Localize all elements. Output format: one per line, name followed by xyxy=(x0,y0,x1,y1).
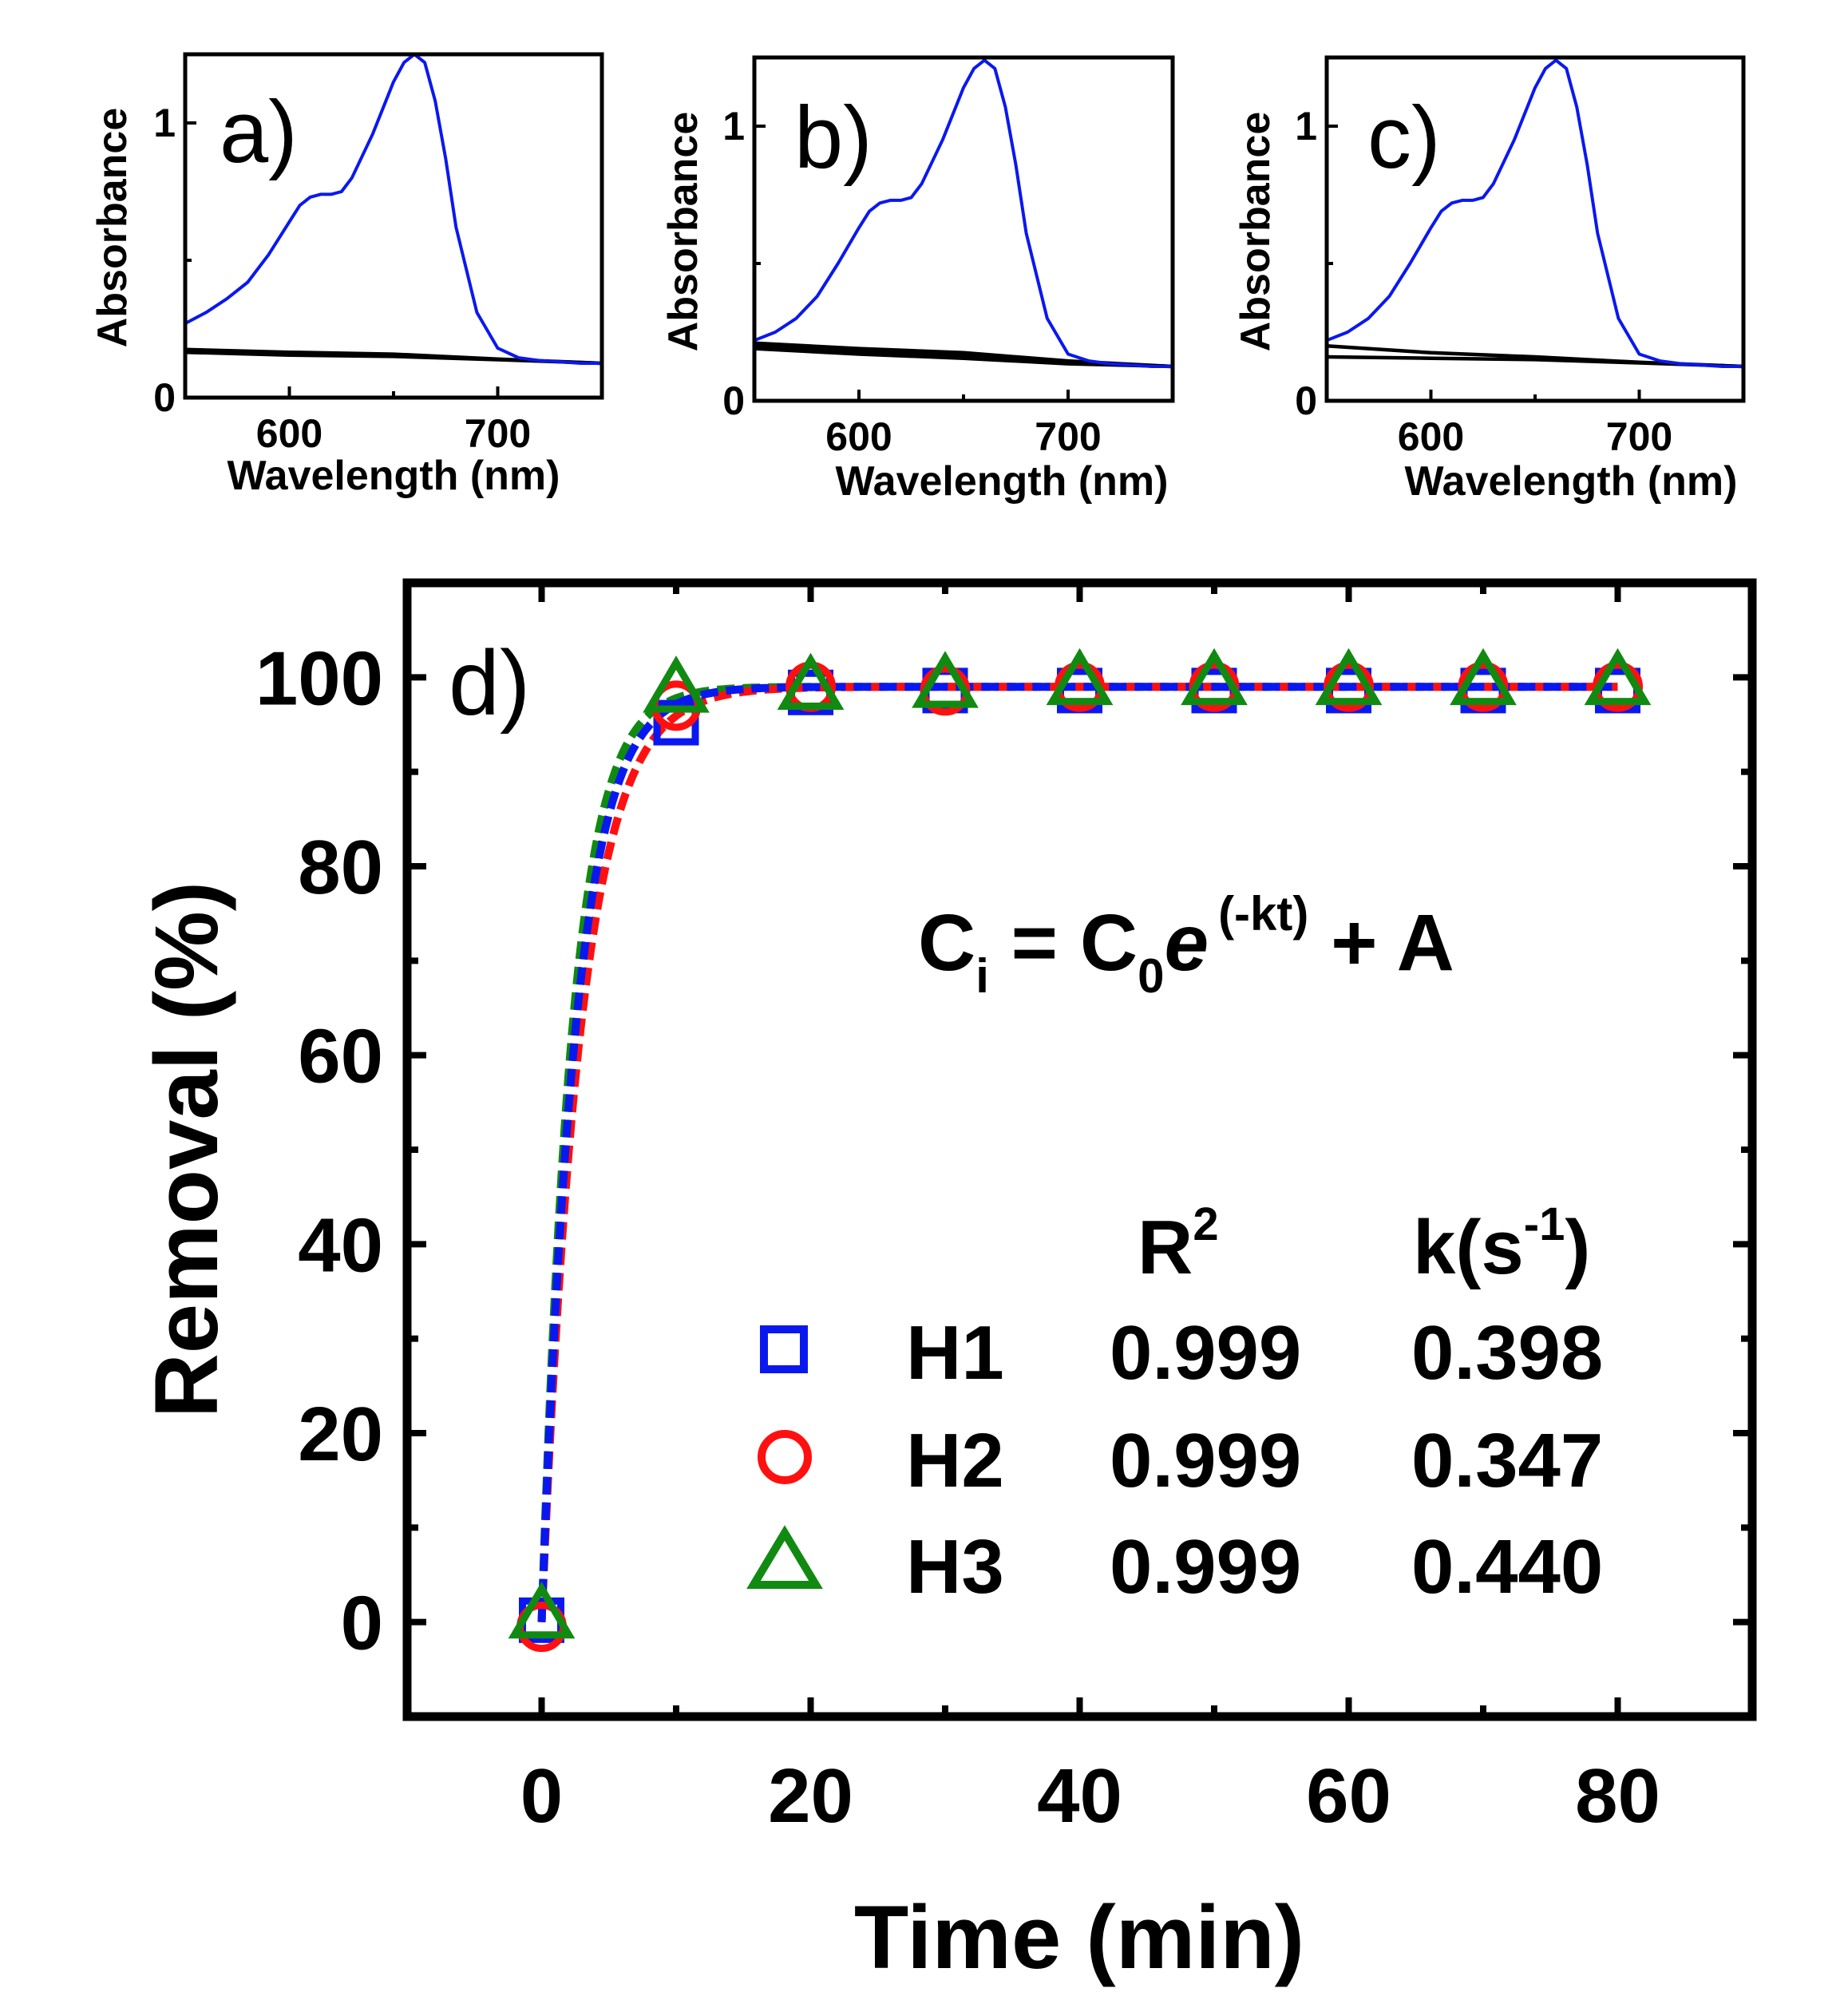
panel-b-plot-area xyxy=(754,58,1173,369)
panel-d-xtick-label: 20 xyxy=(768,1753,853,1839)
legend-name-h3: H3 xyxy=(906,1524,1004,1610)
eq-exponent: (-kt) xyxy=(1218,887,1308,941)
panel-c-xtick-label: 600 xyxy=(1398,414,1464,459)
panel-d-xtick-label: 40 xyxy=(1037,1753,1122,1839)
marker-h3 xyxy=(912,651,979,708)
panel-d-xtick-label: 80 xyxy=(1575,1753,1660,1839)
panel-a: 600 700 0 1 a) Wavelength (nm) Absorbance xyxy=(89,52,604,499)
legend: H1 0.999 0.398 H2 0.999 0.347 H3 0.999 0… xyxy=(746,1310,1603,1610)
panel-b-ticks: 600 700 0 1 xyxy=(722,104,1174,459)
marker-h3 xyxy=(643,655,710,713)
eq-i-sub: i xyxy=(975,949,989,1003)
marker-h3 xyxy=(1584,648,1652,706)
legend-k-h1: 0.398 xyxy=(1411,1310,1603,1396)
panel-a-label: a) xyxy=(220,83,298,181)
panel-c-label: c) xyxy=(1367,89,1441,187)
legend-k-h3: 0.440 xyxy=(1411,1524,1603,1610)
fit-curve-h2 xyxy=(537,683,1618,1622)
marker-h3 xyxy=(508,1581,576,1639)
legend-r2-h1: 0.999 xyxy=(1110,1310,1301,1396)
marker-h3 xyxy=(777,652,845,711)
eq-plus-a: + A xyxy=(1308,898,1454,988)
marker-h3 xyxy=(1450,648,1517,706)
panel-b-xtick-label: 700 xyxy=(1035,414,1101,459)
panel-c-ticks: 600 700 0 1 xyxy=(1295,104,1745,459)
panel-b: 600 700 0 1 b) Wavelength (nm) Absorbance xyxy=(660,55,1175,505)
panel-a-ylabel: Absorbance xyxy=(89,108,136,348)
panel-d-label: d) xyxy=(449,632,530,735)
eq-e: e xyxy=(1164,898,1209,988)
marker-h1 xyxy=(653,699,699,746)
legend-header-r2: R2 xyxy=(1138,1198,1219,1290)
legend-marker-h1 xyxy=(760,1325,808,1373)
panel-c-line-before xyxy=(1326,58,1743,368)
panel-d-plot-area xyxy=(508,648,1652,1653)
panel-d-ytick-label: 20 xyxy=(298,1392,383,1477)
legend-header-k: k(s-1) xyxy=(1413,1198,1590,1290)
panel-a-ticks: 600 700 0 1 xyxy=(153,101,603,456)
panel-d-xlabel: Time (min) xyxy=(854,1887,1304,1987)
panel-b-xlabel: Wavelength (nm) xyxy=(836,458,1169,505)
panel-d-ytick-label: 0 xyxy=(341,1581,383,1666)
panel-a-ytick-label: 1 xyxy=(153,101,176,145)
legend-r2-h3: 0.999 xyxy=(1110,1524,1301,1610)
panel-a-xtick-label: 600 xyxy=(256,411,323,456)
rate-equation: Ci = C0e (-kt) + A xyxy=(918,887,1454,1003)
panel-c-ylabel: Absorbance xyxy=(1233,112,1279,352)
panel-c-xlabel: Wavelength (nm) xyxy=(1405,458,1738,505)
panel-d-ylabel: Removal (%) xyxy=(137,881,236,1418)
legend-k-h2: 0.347 xyxy=(1411,1418,1603,1503)
panel-d-ytick-label: 80 xyxy=(298,825,383,910)
panel-b-label: b) xyxy=(794,89,873,187)
legend-name-h1: H1 xyxy=(906,1310,1004,1396)
panel-c: 600 700 0 1 c) Wavelength (nm) Absorbance xyxy=(1233,55,1746,505)
panel-b-xtick-label: 600 xyxy=(825,414,892,459)
eq-equals: = xyxy=(989,898,1080,988)
panel-a-xlabel: Wavelength (nm) xyxy=(228,453,560,499)
panel-c-ytick-label: 1 xyxy=(1295,104,1317,149)
panel-b-line-before xyxy=(754,58,1173,368)
panel-d-xtick-label: 60 xyxy=(1306,1753,1391,1839)
marker-h3 xyxy=(1046,648,1114,706)
eq-zero-sub: 0 xyxy=(1138,949,1164,1003)
panel-d-ticks: 0 20 40 60 80 0 20 40 60 80 100 xyxy=(255,580,1755,1839)
legend-r2-h2: 0.999 xyxy=(1110,1418,1301,1503)
panel-a-ytick-label: 0 xyxy=(153,375,176,420)
marker-h3 xyxy=(1315,648,1383,706)
panel-a-xtick-label: 700 xyxy=(465,411,531,456)
panel-c-plot-area xyxy=(1326,58,1744,369)
panel-d-xtick-label: 0 xyxy=(520,1753,563,1839)
panel-a-line-before xyxy=(184,53,602,365)
panel-b-ytick-label: 1 xyxy=(722,104,745,149)
panel-d-ytick-label: 60 xyxy=(298,1014,383,1099)
legend-marker-h3 xyxy=(746,1525,823,1589)
eq-c0: C xyxy=(1080,898,1138,988)
panel-c-xtick-label: 700 xyxy=(1606,414,1672,459)
panel-a-plot-area xyxy=(184,53,603,366)
marker-h3 xyxy=(1181,648,1248,706)
panel-d-ytick-label: 40 xyxy=(298,1202,383,1288)
legend-marker-h2 xyxy=(758,1430,812,1484)
panel-b-ylabel: Absorbance xyxy=(660,112,706,352)
panel-b-ytick-label: 0 xyxy=(722,378,745,423)
panel-d-ytick-label: 100 xyxy=(255,636,383,721)
legend-name-h2: H2 xyxy=(906,1418,1004,1503)
eq-c: C xyxy=(918,898,975,988)
panel-c-ytick-label: 0 xyxy=(1295,378,1317,423)
panel-b-line-after-3 xyxy=(754,347,1173,369)
